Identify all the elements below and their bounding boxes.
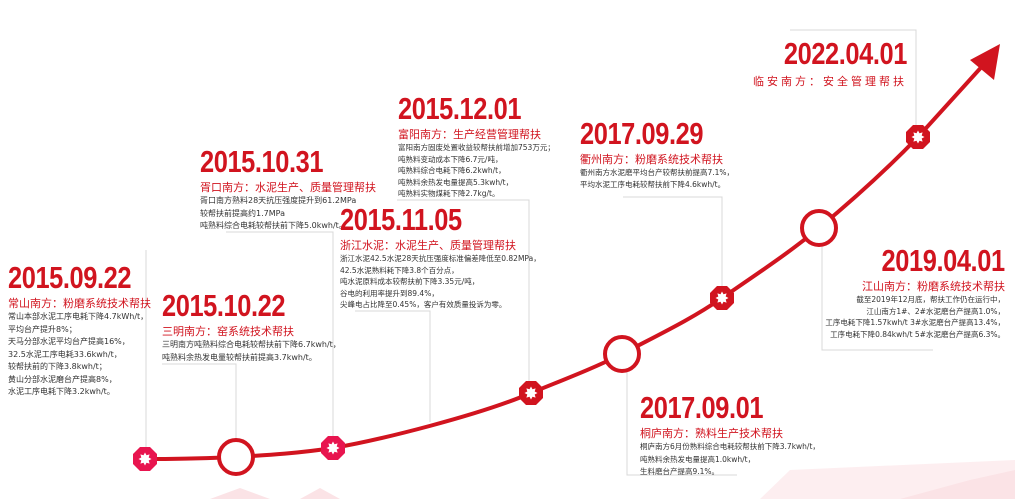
- event-line: 胥口南方熟料28天抗压强度提升到61.2MPa: [200, 196, 357, 205]
- event-2015-10-22: 2015.10.22 三明南方：窑系统技术帮扶 三明南方吨熟料综合电耗较帮扶前下…: [162, 290, 341, 364]
- event-title: 衢州南方：粉磨系统技术帮扶: [580, 153, 723, 166]
- event-line: 吨熟料综合电耗下降6.2kwh/t，: [398, 166, 506, 175]
- event-title: 富阳南方：生产经营管理帮扶: [398, 128, 541, 141]
- star-icon: [715, 291, 729, 305]
- connector-2022-04-01: [790, 29, 917, 130]
- event-body: 三明南方吨熟料综合电耗较帮扶前下降6.7kwh/t， 吨熟料余热发电量较帮扶前提…: [162, 339, 341, 364]
- event-title: 江山南方：粉磨系统技术帮扶: [862, 280, 1005, 293]
- event-line: 桐庐南方6月份熟料综合电耗较帮扶前下降3.7kwh/t，: [640, 442, 820, 451]
- event-line: 工序电耗下降0.84kwh/t 5#水泥磨台产提高6.3%。: [830, 329, 1005, 339]
- event-line: 吨水泥原料成本较帮扶前下降3.35元/吨，: [340, 277, 480, 286]
- event-line: 吨熟料实物煤耗下降2.7kg/t。: [398, 189, 500, 198]
- event-line: 常山本部水泥工序电耗下降4.7kWh/t，: [8, 312, 149, 321]
- event-date: 2022.04.01: [783, 36, 908, 71]
- event-2015-11-05: 2015.11.05 浙江水泥：水泥生产、质量管理帮扶 浙江水泥42.5水泥28…: [340, 204, 541, 311]
- event-date: 2015.10.22: [162, 288, 286, 323]
- arrow-up-right-icon: [970, 44, 1000, 80]
- connector-2017-09-29: [623, 196, 723, 290]
- event-line: 平均水泥工序电耗较帮扶前下降4.6kwh/t。: [580, 179, 726, 189]
- ring-icon: [603, 335, 641, 373]
- event-title: 三明南方：窑系统技术帮扶: [162, 325, 294, 338]
- event-body: 衢州南方水泥磨平均台产较帮扶前提高7.1%， 平均水泥工序电耗较帮扶前下降4.6…: [580, 167, 734, 190]
- event-date: 2015.10.31: [200, 144, 324, 179]
- event-body: 截至2019年12月底，帮扶工作仍在运行中， 江山南方1#、2#水泥磨台产提高1…: [825, 294, 1005, 340]
- event-2015-09-22: 2015.09.22 常山南方：粉磨系统技术帮扶 常山本部水泥工序电耗下降4.7…: [8, 262, 158, 399]
- connector-2015-10-22: [162, 363, 237, 446]
- event-line: 三明南方吨熟料综合电耗较帮扶前下降6.7kwh/t，: [162, 340, 341, 349]
- event-line: 吨熟料变动成本下降6.7元/吨，: [398, 154, 503, 164]
- event-line: 生料磨台产提高9.1%。: [640, 467, 720, 476]
- event-line: 天马分部水泥平均台产提高16%，: [8, 337, 130, 346]
- event-2015-12-01: 2015.12.01 富阳南方：生产经营管理帮扶 富阳南方固废处置收益较帮扶前增…: [398, 93, 555, 200]
- event-line: 江山南方1#、2#水泥磨台产提高1.0%，: [866, 306, 1005, 316]
- event-line: 衢州南方水泥磨平均台产较帮扶前提高7.1%，: [580, 168, 735, 177]
- event-line: 水泥工序电耗下降3.2kwh/t。: [8, 387, 115, 396]
- event-date: 2015.12.01: [398, 91, 522, 126]
- event-line: 32.5水泥工序电耗33.6kwh/t，: [8, 349, 122, 359]
- event-line: 截至2019年12月底，帮扶工作仍在运行中，: [856, 295, 1005, 304]
- event-title: 胥口南方：水泥生产、质量管理帮扶: [200, 181, 376, 194]
- event-date: 2017.09.29: [580, 116, 704, 151]
- event-line: 尖峰电占比降至0.45%，客户有效质量投诉为零。: [340, 300, 507, 309]
- event-line: 吨熟料余热发电量提高5.3kwh/t，: [398, 177, 514, 187]
- star-icon: [138, 452, 152, 466]
- event-line: 谷电的利用率提升到89.4%，: [340, 288, 439, 298]
- event-line: 较帮扶前的下降3.8kwh/t；: [8, 362, 107, 371]
- event-body: 胥口南方熟料28天抗压强度提升到61.2MPa 较帮扶前提高约1.7MPa 吨熟…: [200, 195, 376, 233]
- event-2015-10-31: 2015.10.31 胥口南方：水泥生产、质量管理帮扶 胥口南方熟料28天抗压强…: [200, 146, 376, 233]
- connector-lines: [145, 29, 933, 476]
- connector-2019-04-01: [821, 245, 933, 351]
- event-date: 2015.09.22: [8, 260, 132, 295]
- event-date: 2017.09.01: [640, 390, 764, 425]
- event-line: 42.5水泥熟料耗下降3.8个百分点，: [340, 265, 459, 275]
- event-2022-04-01: 2022.04.01 临安南方：安全管理帮扶: [753, 38, 907, 89]
- star-icon: [524, 386, 538, 400]
- event-line: 吨熟料余热发电量提高1.0kwh/t，: [640, 454, 756, 464]
- ring-icon: [217, 438, 255, 476]
- connector-2017-09-01: [626, 372, 737, 476]
- event-line: 吨熟料余热发电量较帮扶前提高3.7kwh/t。: [162, 352, 317, 362]
- event-line: 富阳南方固废处置收益较帮扶前增加753万元；: [398, 143, 555, 152]
- event-body: 富阳南方固废处置收益较帮扶前增加753万元； 吨熟料变动成本下降6.7元/吨， …: [398, 142, 555, 200]
- star-icon: [326, 441, 340, 455]
- connector-2015-10-31: [226, 231, 334, 440]
- event-line: 较帮扶前提高约1.7MPa: [200, 208, 285, 218]
- event-date: 2015.11.05: [340, 202, 462, 237]
- event-2019-04-01: 2019.04.01 江山南方：粉磨系统技术帮扶 截至2019年12月底，帮扶工…: [825, 245, 1005, 340]
- connector-2015-11-05: [355, 310, 431, 422]
- event-body: 浙江水泥42.5水泥28天抗压强度标准偏差降低至0.82MPa， 42.5水泥熟…: [340, 253, 541, 311]
- event-body: 常山本部水泥工序电耗下降4.7kWh/t， 平均台产提升8%； 天马分部水泥平均…: [8, 311, 158, 399]
- event-line: 工序电耗下降1.57kwh/t 3#水泥磨台产提高13.4%，: [825, 318, 1005, 327]
- event-line: 平均台产提升8%；: [8, 324, 77, 334]
- event-line: 浙江水泥42.5水泥28天抗压强度标准偏差降低至0.82MPa，: [340, 254, 541, 263]
- event-title: 临安南方：安全管理帮扶: [753, 75, 907, 88]
- ring-icon: [800, 209, 838, 247]
- event-title: 浙江水泥：水泥生产、质量管理帮扶: [340, 239, 516, 252]
- connector-2015-12-01: [397, 199, 530, 386]
- star-icon: [911, 130, 925, 144]
- event-body: 桐庐南方6月份熟料综合电耗较帮扶前下降3.7kwh/t， 吨熟料余热发电量提高1…: [640, 441, 820, 479]
- event-2017-09-01: 2017.09.01 桐庐南方：熟料生产技术帮扶 桐庐南方6月份熟料综合电耗较帮…: [640, 392, 820, 479]
- event-date: 2019.04.01: [881, 243, 1006, 278]
- watermark-shapes: [210, 460, 1015, 499]
- event-2017-09-29: 2017.09.29 衢州南方：粉磨系统技术帮扶 衢州南方水泥磨平均台产较帮扶前…: [580, 118, 734, 190]
- event-line: 黄山分部水泥磨台产提高8%，: [8, 374, 117, 384]
- event-title: 桐庐南方：熟料生产技术帮扶: [640, 427, 783, 440]
- event-title: 常山南方：粉磨系统技术帮扶: [8, 297, 151, 310]
- event-line: 吨熟料综合电耗较帮扶前下降5.0kwh/t。: [200, 221, 347, 230]
